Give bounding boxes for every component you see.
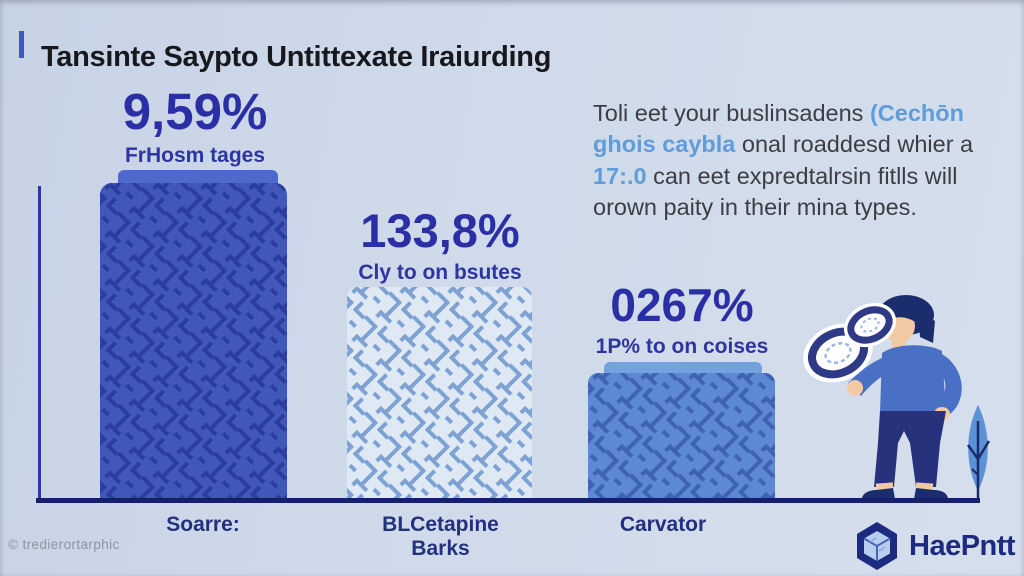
stat-sublabel-1: FrHosm tages [124, 144, 266, 167]
stat-block-1: 9,59% FrHosm tages [75, 82, 315, 168]
stat-block-3: 0267% 1P% to on coises [572, 278, 792, 359]
category-label-3: Carvator [619, 513, 707, 536]
stat-block-2: 133,8% Cly to on bsutes [328, 203, 552, 285]
intro-highlight-2: 17:.0 [593, 162, 647, 189]
bar-1-pattern [100, 183, 287, 500]
bar-3-pattern [588, 373, 775, 500]
stat-sublabel-2: Cly to on bsutes [358, 261, 522, 284]
stat-value-2: 133,8% [360, 204, 520, 257]
intro-paragraph: Toli eet your buslinsadens (Cechōn ghois… [593, 98, 1023, 224]
intro-text-2: onal roaddesd whier a [735, 131, 974, 157]
intro-highlight-1: (Cechōn ghois caybla [593, 99, 964, 158]
stat-value-1: 9,59% [122, 83, 268, 140]
brand-logo: HaePntt [854, 521, 1016, 571]
man-holding-discs-illustration [803, 295, 991, 501]
bar-2-pattern [347, 287, 532, 500]
blue-leaf-sapling [966, 405, 991, 501]
patterned-disc-small [843, 302, 897, 348]
bar-3 [588, 373, 775, 500]
category-label-1: Soarre: [166, 513, 240, 536]
brand-name: HaePntt [909, 529, 1016, 562]
bar-1 [100, 183, 287, 500]
intro-text-3: can eet expredtalrsin fitlls will orown … [593, 162, 958, 221]
category-label-2: BLCetapine Barks [382, 513, 499, 560]
credit-text: © tredierortarphic [8, 537, 120, 552]
stat-sublabel-3: 1P% to on coises [595, 335, 769, 358]
x-axis-line [36, 498, 980, 503]
stat-value-3: 0267% [610, 279, 754, 331]
y-axis-line [38, 186, 41, 501]
bar-2 [347, 287, 532, 500]
hexagon-cube-icon [857, 522, 897, 570]
page-title: Tansinte Saypto Untittexate Iraiurding [41, 41, 552, 74]
intro-text-1: Toli eet your buslinsadens [593, 99, 870, 126]
title-accent-bar [19, 31, 24, 58]
